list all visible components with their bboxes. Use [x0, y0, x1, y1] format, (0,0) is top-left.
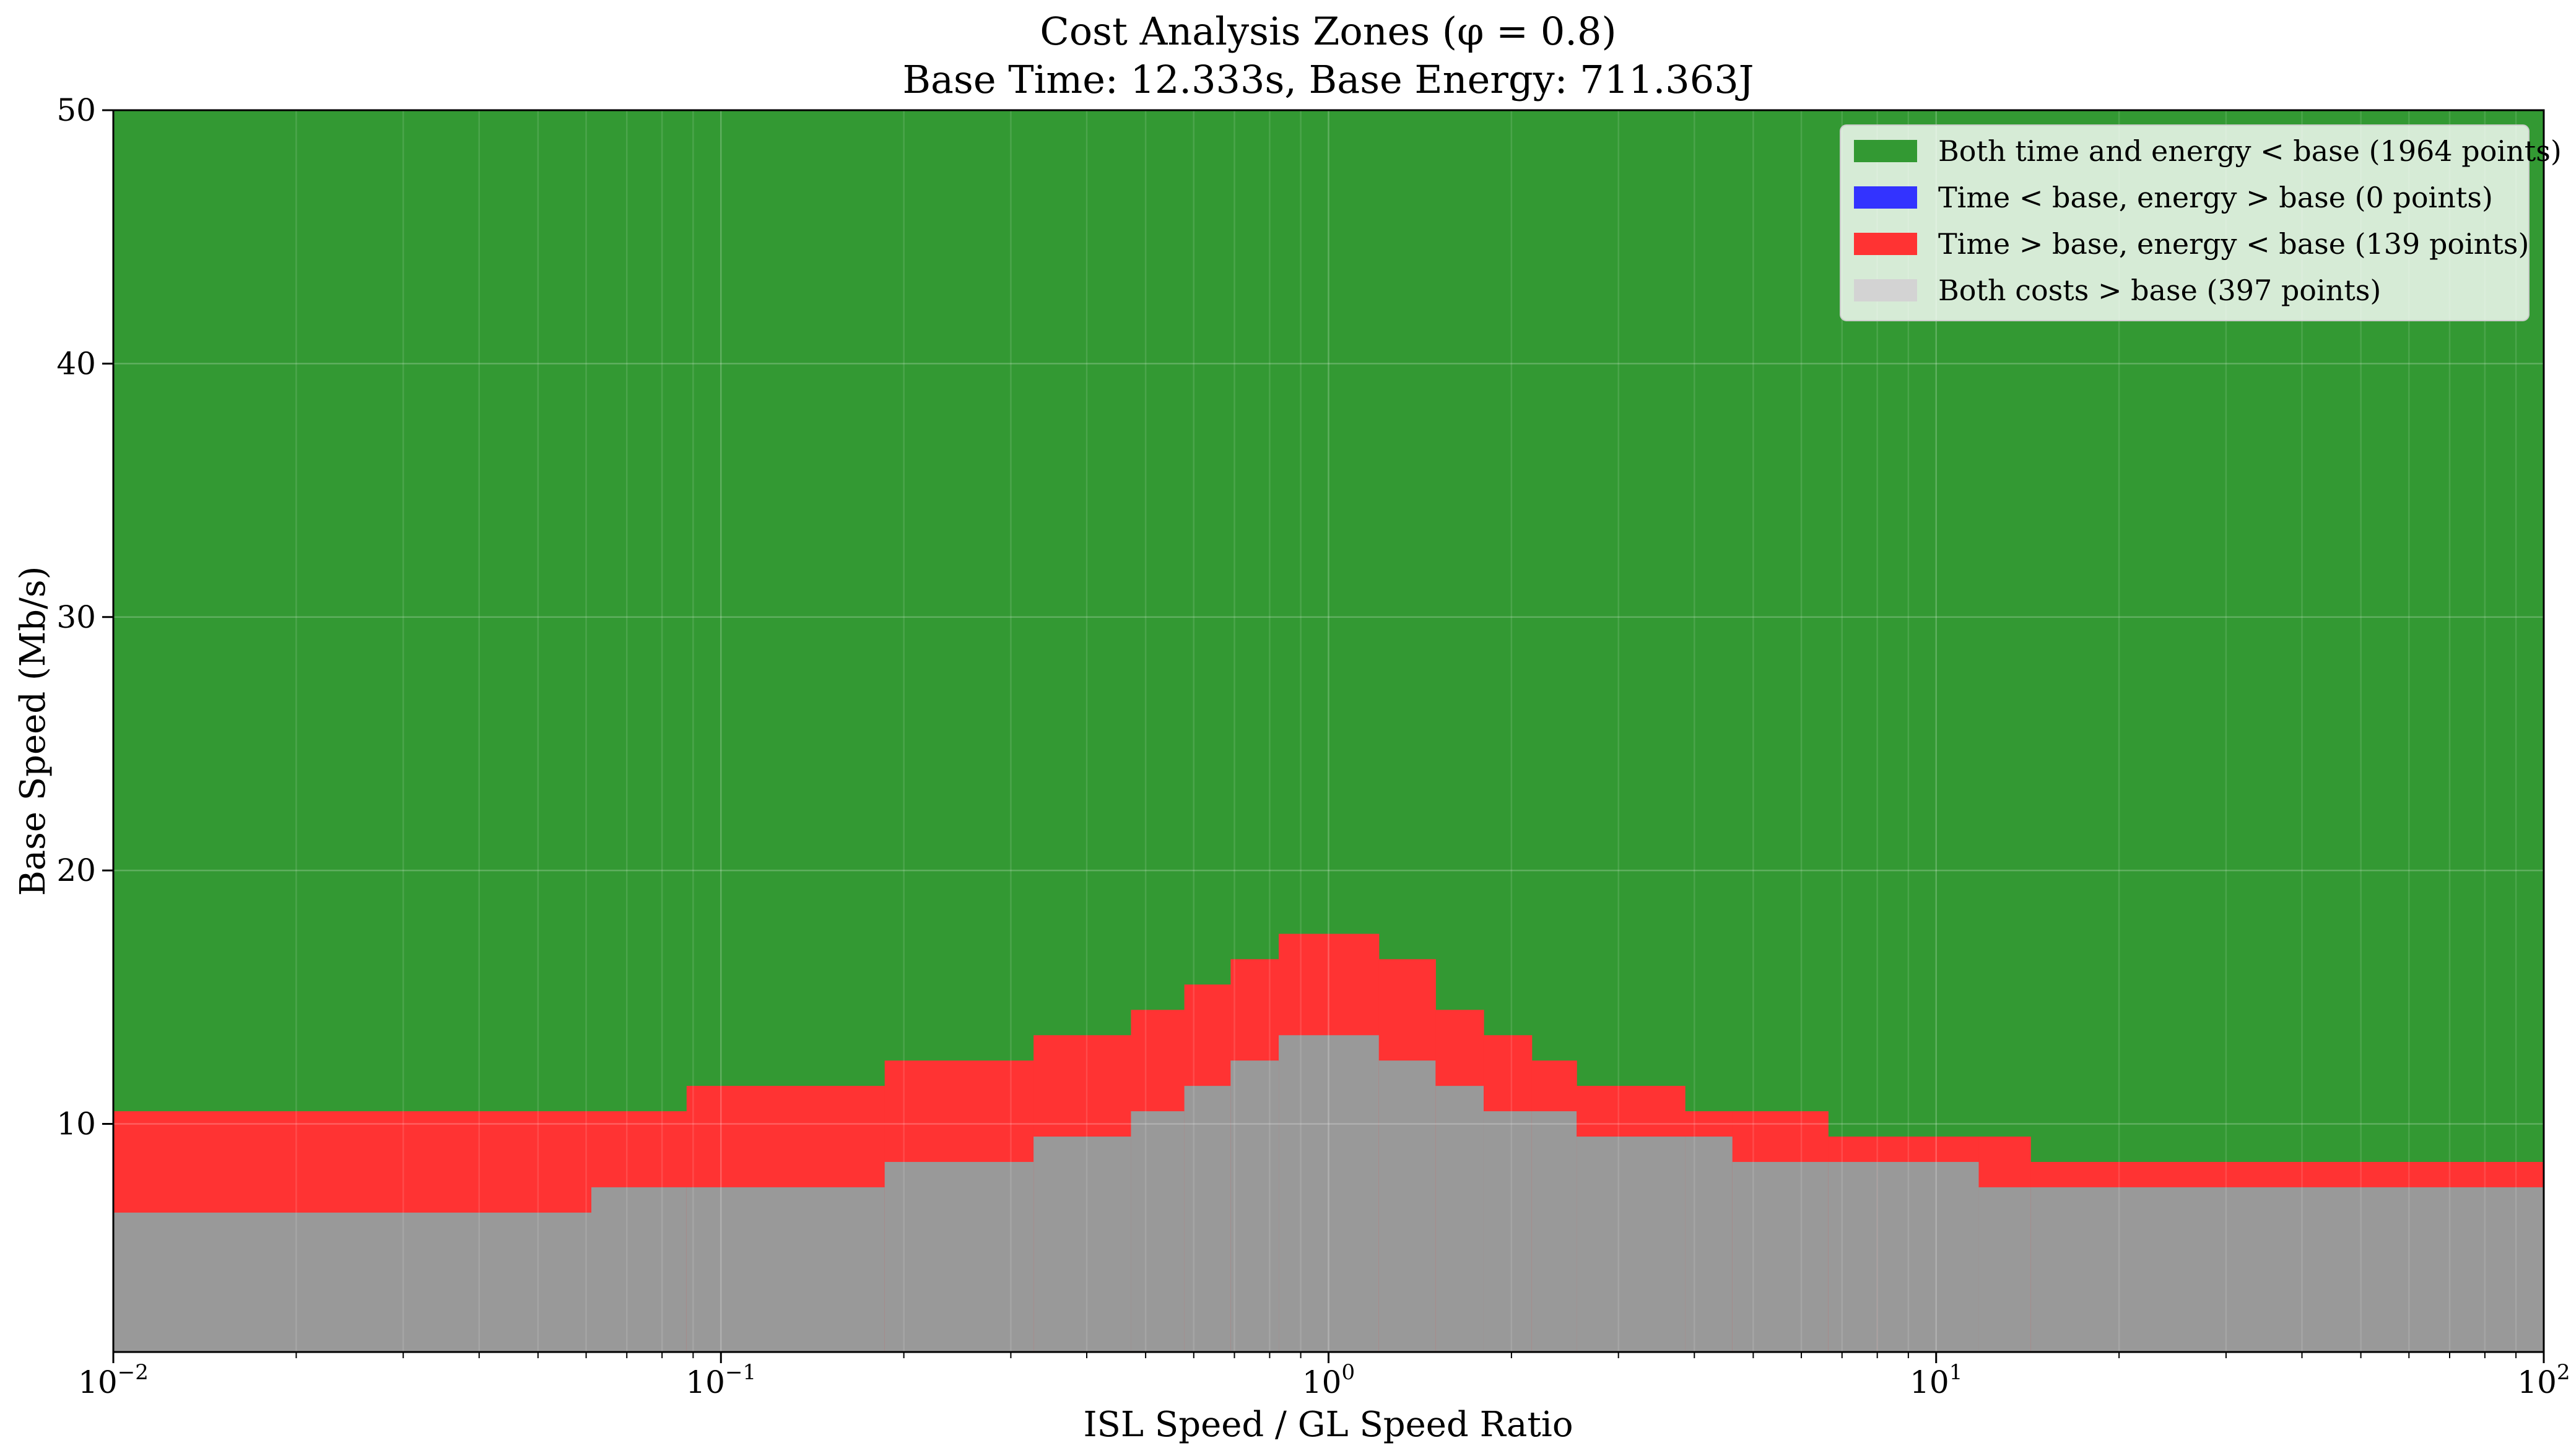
zone-gray-column [1828, 1161, 1878, 1352]
x-tick-label: 10−2 [78, 1360, 149, 1400]
zone-gray-column [1033, 1137, 1132, 1352]
zone-gray-column [1184, 1086, 1231, 1352]
x-tick-label: 10−1 [685, 1360, 756, 1400]
zone-gray-column [1978, 1187, 2031, 1352]
zone-gray-column [1435, 1086, 1484, 1352]
x-axis-ticks: 10−2 10−1 100 101 102 [78, 1352, 2570, 1400]
zone-gray-column [1685, 1137, 1733, 1352]
chart-title-line-1: Cost Analysis Zones (φ = 0.8) [1040, 9, 1616, 54]
zone-gray-column [1877, 1161, 1980, 1352]
y-tick-label: 10 [56, 1106, 96, 1142]
zone-gray-column [1328, 1035, 1380, 1352]
zone-gray-column [1279, 1035, 1329, 1352]
zone-gray-column [591, 1187, 687, 1352]
legend-swatch [1854, 279, 1917, 301]
legend-box [1840, 124, 2530, 321]
legend-swatch [1854, 186, 1917, 209]
legend-entry-label: Both time and energy < base (1964 points… [1938, 134, 2562, 168]
zone-gray-column [1732, 1161, 1829, 1352]
x-tick-label: 100 [1302, 1360, 1355, 1400]
legend: Both time and energy < base (1964 points… [1840, 124, 2562, 321]
zone-gray-column [1230, 1060, 1279, 1352]
y-axis-label: Base Speed (Mb/s) [13, 566, 53, 896]
zone-gray-column [1378, 1060, 1436, 1352]
legend-entry-label: Time > base, energy < base (139 points) [1938, 227, 2529, 261]
chart-title-line-2: Base Time: 12.333s, Base Energy: 711.363… [903, 57, 1754, 102]
zone-gray-column [1483, 1111, 1533, 1352]
x-tick-label: 101 [1910, 1360, 1962, 1400]
legend-entry-label: Both costs > base (397 points) [1938, 274, 2381, 307]
zone-gray-column [113, 1212, 592, 1352]
y-tick-label: 50 [56, 92, 96, 128]
zone-gray-column [2030, 1187, 2544, 1352]
y-axis-ticks: 10 20 30 40 50 [56, 92, 113, 1142]
zone-gray-column [1531, 1111, 1577, 1352]
zone-gray-column [1131, 1111, 1185, 1352]
zone-gray-column [884, 1161, 1034, 1352]
legend-swatch [1854, 233, 1917, 255]
x-tick-label: 102 [2517, 1360, 2570, 1400]
y-tick-label: 20 [56, 852, 96, 888]
legend-swatch [1854, 140, 1917, 162]
zone-gray-column [686, 1187, 885, 1352]
y-tick-label: 40 [56, 345, 96, 381]
zone-gray-column [1577, 1137, 1686, 1352]
y-tick-label: 30 [56, 599, 96, 635]
x-axis-label: ISL Speed / GL Speed Ratio [1083, 1405, 1573, 1445]
legend-entry-label: Time < base, energy > base (0 points) [1938, 181, 2493, 214]
